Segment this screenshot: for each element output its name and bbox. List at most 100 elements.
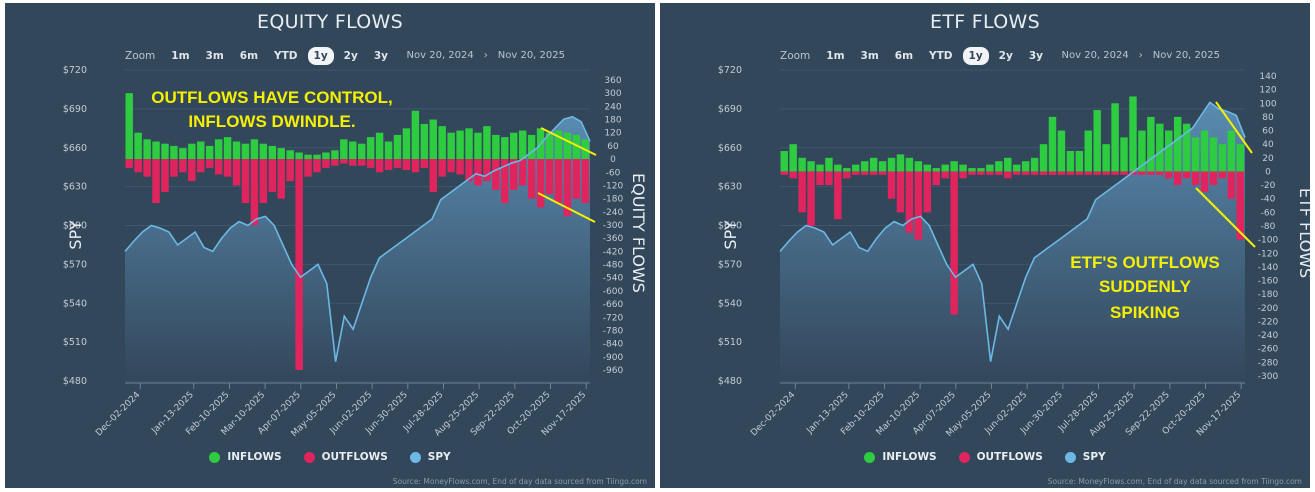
legend-inflows[interactable]: INFLOWS — [864, 451, 937, 463]
inflow-bar — [304, 154, 312, 160]
outflow-bar — [986, 171, 994, 175]
outflow-bar — [501, 159, 509, 204]
zoom-ytd-button[interactable]: YTD — [274, 50, 298, 62]
y-left-tick-label: $720 — [63, 65, 87, 76]
y-left-axis-title: SPY — [721, 220, 740, 249]
outflow-bar — [1021, 171, 1030, 175]
inflow-bar — [869, 157, 878, 172]
legend-label: INFLOWS — [882, 451, 937, 463]
zoom-ytd-button[interactable]: YTD — [929, 50, 953, 62]
zoom-label: Zoom — [780, 50, 811, 62]
y-right-tick-label: -20 — [1261, 181, 1276, 191]
zoom-1y-button[interactable]: 1y — [307, 47, 334, 65]
inflow-bar — [816, 164, 824, 172]
inflow-bar — [780, 151, 788, 172]
outflow-bar — [843, 171, 851, 179]
inflows-dot-icon — [864, 451, 876, 463]
outflow-bar — [789, 171, 797, 179]
inflow-bar — [1102, 144, 1110, 172]
y-right-tick-label: -720 — [603, 313, 624, 323]
outflow-bar — [393, 159, 402, 168]
inflow-bar — [860, 161, 869, 172]
outflow-bar — [1093, 171, 1101, 175]
zoom-6m-button[interactable]: 6m — [894, 50, 914, 62]
zoom-6m-button[interactable]: 6m — [239, 50, 259, 62]
inflow-bar — [1209, 137, 1218, 172]
y-right-axis-title: EQUITY FLOWS — [629, 173, 648, 293]
inflow-bar — [563, 132, 572, 160]
outflow-bar — [995, 171, 1003, 175]
inflow-bar — [1057, 130, 1066, 172]
y-right-tick-label: -200 — [1258, 304, 1279, 314]
inflow-bar — [968, 168, 976, 172]
inflow-bar — [887, 157, 896, 172]
legend-inflows[interactable]: INFLOWS — [209, 451, 282, 463]
zoom-2y-button[interactable]: 2y — [998, 50, 1013, 62]
range-from-input[interactable]: Nov 20, 2024 — [1061, 50, 1129, 61]
x-tick-label: Dec-02-2024 — [749, 390, 797, 438]
inflow-bar — [995, 161, 1003, 172]
outflow-bar — [170, 159, 178, 177]
legend-spy[interactable]: SPY — [409, 451, 451, 463]
legend: INFLOWS OUTFLOWS SPY — [660, 451, 1310, 463]
inflows-dot-icon — [209, 451, 221, 463]
inflow-bar — [1039, 144, 1048, 172]
legend-outflows[interactable]: OUTFLOWS — [958, 451, 1043, 463]
outflow-bar — [134, 159, 142, 173]
range-to-input[interactable]: Nov 20, 2025 — [1152, 50, 1220, 61]
inflow-bar — [313, 154, 321, 160]
legend-spy[interactable]: SPY — [1064, 451, 1106, 463]
inflow-bar — [214, 139, 223, 160]
etf-flows-chart: $720 $690 $660 $630 $600 $570 $540 $510 $480 140 1… — [718, 65, 1310, 439]
zoom-3y-button[interactable]: 3y — [373, 50, 388, 62]
zoom-1y-button[interactable]: 1y — [962, 47, 989, 65]
zoom-1m-button[interactable]: 1m — [826, 50, 845, 62]
inflow-bar — [1200, 130, 1209, 172]
zoom-3m-button[interactable]: 3m — [860, 50, 879, 62]
outflow-bar — [295, 159, 303, 370]
zoom-3m-button[interactable]: 3m — [205, 50, 224, 62]
trend-line-annotation — [1215, 101, 1253, 154]
date-range: Nov 20, 2024 › Nov 20, 2025 — [1062, 50, 1220, 61]
inflow-bar — [1138, 130, 1146, 172]
outflow-bar — [250, 159, 259, 225]
inflow-bar — [170, 145, 178, 160]
y-right-tick-label: -600 — [603, 287, 624, 297]
range-from-input[interactable]: Nov 20, 2024 — [406, 50, 474, 61]
outflow-bar — [259, 159, 268, 204]
outflow-bar — [197, 159, 205, 173]
legend-label: SPY — [1082, 451, 1106, 463]
y-right-tick-label: -120 — [1258, 249, 1279, 259]
outflow-bar — [304, 159, 312, 177]
outflow-bar — [780, 171, 788, 175]
y-right-tick-label: -180 — [603, 195, 624, 205]
zoom-1m-button[interactable]: 1m — [171, 50, 190, 62]
inflow-bar — [366, 137, 375, 160]
y-right-tick-label: -360 — [603, 234, 624, 244]
inflow-bar — [789, 144, 797, 172]
inflow-bar — [331, 150, 339, 160]
range-to-input[interactable]: Nov 20, 2025 — [497, 50, 565, 61]
outflow-bar — [1165, 171, 1173, 179]
inflow-bar — [1048, 116, 1057, 172]
y-right-tick-label: -300 — [1258, 372, 1279, 382]
inflow-bar — [1165, 130, 1173, 172]
outflows-dot-icon — [303, 451, 315, 463]
y-left-tick-label: $510 — [718, 337, 742, 348]
zoom-2y-button[interactable]: 2y — [343, 50, 358, 62]
outflow-bar — [277, 159, 285, 199]
legend-outflows[interactable]: OUTFLOWS — [303, 451, 388, 463]
outflow-bar — [1227, 171, 1236, 199]
y-right-tick-label: -100 — [1258, 236, 1279, 246]
outflow-bar — [1066, 171, 1075, 175]
inflow-bar — [986, 164, 994, 172]
outflow-bar — [1048, 171, 1057, 175]
inflow-bar — [1156, 123, 1164, 172]
y-left-tick-label: $720 — [718, 65, 742, 76]
y-right-tick-label: -300 — [603, 221, 624, 231]
inflow-bar — [1030, 157, 1039, 172]
outflow-bar — [1004, 171, 1012, 179]
zoom-3y-button[interactable]: 3y — [1028, 50, 1043, 62]
inflow-bar — [852, 164, 860, 172]
y-right-tick-label: -480 — [603, 261, 624, 271]
